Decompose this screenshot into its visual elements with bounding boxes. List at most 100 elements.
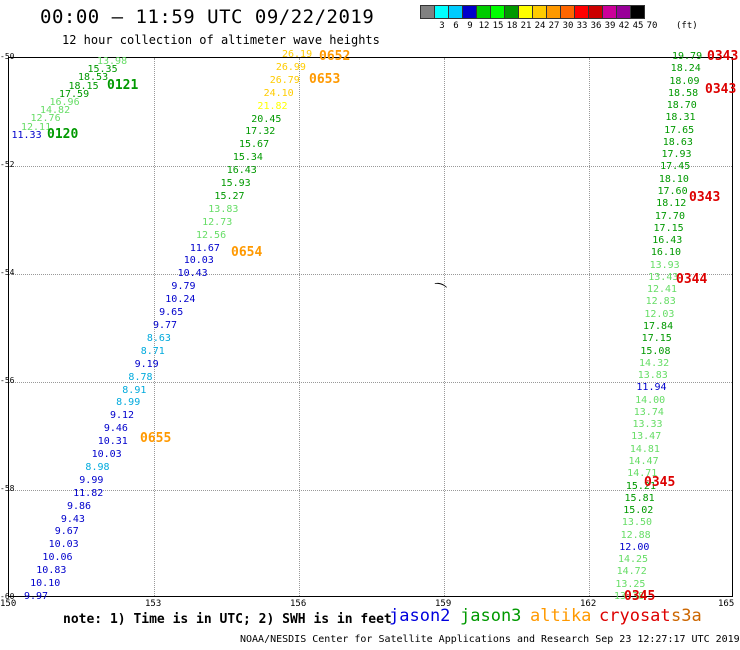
wave-height-value: 19.79 [672,51,703,62]
legend-item-s3a: s3a [671,606,702,626]
scale-label: 9 [467,21,473,31]
page-title: 00:00 – 11:59 UTC 09/22/2019 [40,6,375,28]
wave-height-value: 21.82 [257,100,288,112]
wave-height-value: 13.38 [614,591,645,602]
legend-item-jason2: jason2 [389,606,451,626]
scale-swatch [434,5,449,19]
wave-height-value: 10.24 [165,294,196,306]
page-subtitle: 12 hour collection of altimeter wave hei… [62,33,380,47]
scale-swatch [420,5,435,19]
wave-height-value: 13.33 [632,419,663,431]
wave-height-value: 17.59 [59,88,90,100]
wave-height-value: 12.00 [619,541,650,553]
wave-height-value: 9.67 [54,526,79,538]
latitude-label: -58 [0,484,15,493]
pass-time-label: 0121 [107,78,139,93]
wave-height-value: 10.03 [48,539,79,551]
wave-height-value: 15.93 [220,178,251,190]
wave-height-value: 12.56 [196,229,227,241]
scale-swatch [448,5,463,19]
wave-height-value: 9.79 [171,281,196,293]
wave-height-value: 17.15 [641,333,672,345]
footer-credit: NOAA/NESDIS Center for Satellite Applica… [240,634,740,645]
scale-label: 18 [506,21,518,31]
wave-height-value: 8.98 [85,461,110,473]
scale-unit-label: (ft) [676,21,698,31]
wave-height-value: 12.76 [30,113,61,125]
wave-height-value: 18.58 [668,87,699,99]
wave-height-value: 9.97 [24,591,49,602]
pass-time-label: 0120 [47,127,79,142]
wave-height-value: 18.63 [662,136,693,148]
wave-height-value: 15.02 [623,505,654,517]
wave-height-value: 17.70 [654,210,685,222]
wave-height-value: 20.45 [251,113,282,125]
wave-height-value: 10.83 [36,565,67,577]
wave-height-value: 14.71 [627,468,658,480]
longitude-label: 165 [718,599,735,609]
wave-height-value: 15.35 [87,64,118,76]
wave-height-value: 14.25 [617,554,649,566]
scale-swatch [490,5,505,19]
wave-height-value: 13.74 [633,406,664,418]
wave-height-value: 18.24 [670,63,701,75]
wave-height-value: 15.34 [232,152,263,164]
grid-line-vertical [299,58,300,596]
pass-time-label: 0344 [676,272,708,287]
scale-label: 42 [618,21,630,31]
wave-height-value: 9.12 [110,410,135,422]
wave-height-value: 13.47 [631,431,662,443]
wave-height-value: 18.31 [665,112,696,124]
wave-height-value: 10.03 [183,255,214,267]
scale-swatch [560,5,575,19]
grid-line-vertical [589,58,590,596]
scale-swatch [546,5,561,19]
wave-height-value: 14.72 [616,566,647,578]
scale-label: 15 [492,21,504,31]
scale-label: 36 [590,21,602,31]
wave-height-value: 18.12 [656,198,687,210]
wave-height-value: 26.19 [282,49,313,60]
scale-swatch [532,5,547,19]
wave-height-value: 14.47 [628,456,659,467]
wave-height-value: 17.45 [660,161,691,173]
wave-height-value: 9.65 [159,307,184,319]
wave-height-value: 13.25 [615,578,646,590]
wave-height-value: 9.77 [153,320,178,331]
longitude-label: 150 [0,599,17,609]
pass-time-label: 0345 [644,475,676,490]
color-scale-bar [420,5,645,19]
scale-label: 21 [520,21,532,31]
wave-height-value: 13.98 [97,56,128,67]
scale-label: 39 [604,21,616,31]
wave-height-value: 13.43 [648,271,679,283]
scale-swatch [630,5,645,19]
latitude-label: -54 [0,268,15,277]
wave-height-value: 26.99 [275,61,306,73]
scale-swatch [588,5,603,19]
wave-height-value: 26.79 [269,74,300,86]
wave-height-value: 11.33 [11,129,42,141]
wave-height-value: 12.41 [646,284,678,296]
legend-item-jason3: jason3 [460,606,522,626]
wave-height-value: 10.03 [91,449,122,461]
wave-height-value: 9.46 [103,423,128,435]
scale-swatch [616,5,631,19]
latitude-label: -60 [0,592,15,601]
pass-time-label: 0652 [319,49,351,64]
wave-height-value: 17.60 [657,186,688,197]
wave-height-value: 14.82 [40,105,71,117]
wave-height-value: 17.65 [664,124,695,136]
grid-line-vertical [154,58,155,596]
wave-height-value: 11.67 [189,242,220,254]
wave-height-value: 15.21 [625,480,656,492]
wave-height-value: 18.15 [68,80,99,92]
wave-height-value: 8.99 [116,397,141,409]
wave-height-value: 15.08 [640,345,671,357]
wave-height-value: 16.10 [650,247,682,259]
scale-label: 24 [534,21,546,31]
pass-time-label: 0655 [140,431,172,446]
wave-height-value: 18.09 [669,75,700,87]
wave-height-value: 11.82 [73,487,104,499]
wave-height-value: 8.71 [140,345,165,357]
